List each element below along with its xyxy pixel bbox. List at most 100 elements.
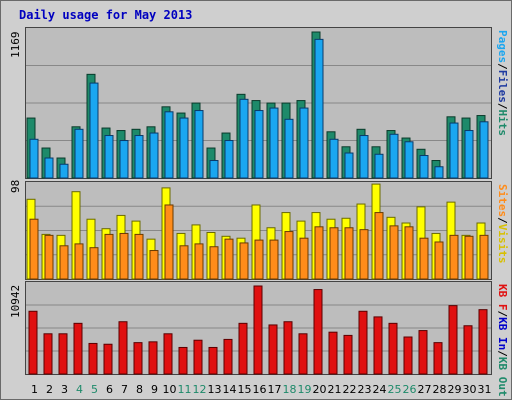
kbf-bar-17: [268, 324, 278, 375]
files-bar-13: [209, 160, 219, 179]
day-label-13: 13: [208, 383, 222, 396]
day-label-24: 24: [373, 383, 387, 396]
kbf-bar-14: [223, 338, 233, 375]
kbf-bar-18: [283, 321, 293, 375]
kbf-bar-10: [163, 333, 173, 375]
sites-bar-19: [299, 237, 309, 280]
sites-bar-23: [359, 229, 369, 280]
files-bar-21: [329, 138, 339, 179]
kbf-bar-21: [328, 331, 338, 375]
kbf-bar-27: [418, 330, 428, 375]
files-bar-26: [404, 141, 414, 179]
day-label-1: 1: [31, 383, 38, 396]
files-bar-19: [299, 107, 309, 179]
kbf-bar-8: [133, 342, 143, 375]
day-label-26: 26: [403, 383, 417, 396]
sites-bar-14: [224, 238, 234, 280]
day-label-4: 4: [76, 383, 83, 396]
sites-bar-22: [344, 227, 354, 280]
day-label-31: 31: [478, 383, 492, 396]
day-label-30: 30: [463, 383, 477, 396]
files-bar-6: [104, 135, 114, 179]
files-bar-9: [149, 132, 159, 179]
day-label-20: 20: [313, 383, 327, 396]
kbf-bar-3: [58, 333, 68, 375]
files-bar-11: [179, 117, 189, 179]
sites-bar-10: [164, 204, 174, 280]
kbf-bar-13: [208, 346, 218, 375]
day-label-14: 14: [223, 383, 237, 396]
sites-bar-3: [59, 245, 69, 280]
files-bar-12: [194, 110, 204, 179]
day-label-25: 25: [388, 383, 402, 396]
sites-bar-4: [74, 243, 84, 280]
files-bar-3: [59, 163, 69, 179]
sites-bar-30: [464, 235, 474, 280]
files-bar-25: [389, 133, 399, 179]
kbf-bar-31: [478, 309, 488, 375]
sites-bar-5: [89, 247, 99, 280]
sites-bar-9: [149, 250, 159, 280]
files-bar-18: [284, 118, 294, 179]
sites-bar-11: [179, 245, 189, 280]
files-bar-4: [74, 128, 84, 179]
files-bar-7: [119, 140, 129, 179]
files-bar-17: [269, 107, 279, 179]
day-label-6: 6: [106, 383, 113, 396]
sites-bar-6: [104, 233, 114, 280]
day-label-3: 3: [61, 383, 68, 396]
sites-bar-7: [119, 232, 129, 280]
day-label-22: 22: [343, 383, 357, 396]
kbf-bar-15: [238, 322, 248, 375]
day-label-11: 11: [178, 383, 192, 396]
day-label-5: 5: [91, 383, 98, 396]
day-label-15: 15: [238, 383, 252, 396]
sites-bar-18: [284, 231, 294, 280]
sites-bar-24: [374, 212, 384, 280]
files-bar-8: [134, 135, 144, 179]
sites-bar-31: [479, 234, 489, 280]
day-label-21: 21: [328, 383, 342, 396]
kbf-bar-24: [373, 316, 383, 375]
sites-bar-21: [329, 227, 339, 280]
sites-bar-1: [29, 218, 39, 280]
files-bar-16: [254, 110, 264, 179]
files-bar-27: [419, 155, 429, 179]
sites-bar-27: [419, 237, 429, 280]
kbf-bar-6: [103, 343, 113, 375]
kbf-bar-1: [28, 310, 38, 375]
kbf-bar-20: [313, 289, 323, 375]
files-bar-20: [314, 38, 324, 179]
files-bar-2: [44, 157, 54, 179]
day-label-12: 12: [193, 383, 207, 396]
files-bar-10: [164, 111, 174, 179]
sites-bar-15: [239, 242, 249, 280]
day-label-7: 7: [121, 383, 128, 396]
sites-bar-8: [134, 233, 144, 280]
kbf-bar-12: [193, 339, 203, 375]
kbf-bar-11: [178, 346, 188, 375]
kbf-bar-28: [433, 342, 443, 375]
sites-bar-29: [449, 234, 459, 280]
sites-bar-17: [269, 239, 279, 280]
kbf-bar-23: [358, 310, 368, 375]
kbf-bar-2: [43, 333, 53, 375]
kbf-bar-5: [88, 342, 98, 375]
kbf-bar-19: [298, 333, 308, 375]
day-label-8: 8: [136, 383, 143, 396]
sites-bar-2: [44, 234, 54, 280]
files-bar-14: [224, 140, 234, 179]
day-label-9: 9: [151, 383, 158, 396]
sites-bar-12: [194, 243, 204, 280]
files-bar-31: [479, 121, 489, 179]
day-label-28: 28: [433, 383, 447, 396]
kbf-bar-9: [148, 341, 158, 375]
sites-bar-20: [314, 226, 324, 280]
files-bar-28: [434, 166, 444, 179]
chart-title: Daily usage for May 2013: [19, 8, 193, 22]
sites-bar-16: [254, 239, 264, 280]
day-label-23: 23: [358, 383, 372, 396]
kbf-bar-16: [253, 285, 263, 375]
kbf-bar-4: [73, 322, 83, 375]
